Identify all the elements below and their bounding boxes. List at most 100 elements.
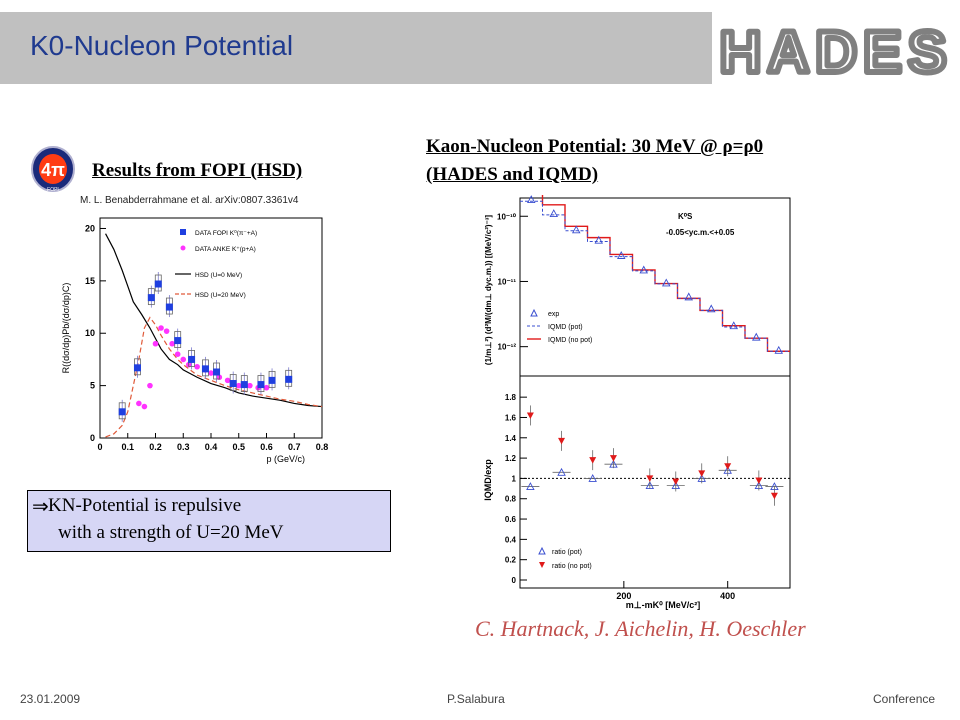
ratio-plot-frame — [519, 375, 791, 589]
legend-label-hsd-u0: HSD (U=0 MeV) — [195, 272, 242, 279]
ratio-nopot-point — [698, 470, 706, 477]
hades-logo-text: HADES — [719, 20, 952, 84]
fopi-anke-point — [136, 400, 142, 407]
fopi-xtick-label: 0.6 — [260, 442, 273, 452]
ratio-nopot-point — [558, 437, 566, 445]
fopi-ylabel: R((dσ/dp)Pb/(dσ/dp)C) — [61, 283, 71, 374]
fopi-anke-point — [247, 382, 253, 389]
fopi-data-point — [154, 280, 162, 288]
fopi-line-hsd-u0 — [105, 233, 323, 408]
fopi-xtick-label: 0 — [97, 442, 102, 452]
fopi-xtick-label: 0.4 — [205, 442, 218, 452]
spectrum-exp-point — [571, 225, 581, 234]
ratio-series-layer: 0 0.2 0.4 0.6 0.8 1 1.2 1.4 1.6 1.8 200 400 ratio (p… — [505, 393, 790, 601]
legend-label-fopi: DATA FOPI K⁰(π⁻+A) — [195, 229, 257, 237]
spectrum-exp-point — [684, 292, 694, 301]
spectrum-line-iqmd-pot — [520, 200, 790, 352]
ratio-nopot-point — [755, 477, 763, 484]
ratio-xtick-label: 400 — [720, 591, 735, 601]
implies-arrow-icon: ⇒ — [32, 496, 49, 518]
fopi-data-point — [174, 337, 182, 345]
fopi-data-point — [213, 368, 221, 376]
fopi-data-point — [133, 364, 141, 372]
legend-label-ratio-pot: ratio (pot) — [552, 549, 582, 556]
legend-marker-ratio-pot — [538, 546, 546, 555]
hades-iqmd-chart: 10⁻¹⁰ 10⁻¹¹ 10⁻¹² exp IQMD (pot) IQMD (no pot… — [483, 195, 791, 610]
ratio-ytick-label: 1 — [512, 474, 517, 483]
ratio-ytick-label: 1.6 — [505, 413, 517, 422]
fopi-data-point — [165, 303, 173, 311]
fopi-ytick-label: 20 — [85, 223, 95, 233]
ratio-ytick-label: 0.2 — [505, 556, 517, 565]
spectrum-exp-point — [774, 345, 784, 354]
fopi-anke-point — [141, 403, 148, 410]
spectrum-ytick-label: 10⁻¹⁰ — [497, 212, 517, 221]
fopi-citation: M. L. Benabderrahmane et al. arXiv:0807.… — [80, 195, 299, 206]
legend-label-iqmd-nopot: IQMD (no pot) — [548, 337, 592, 344]
legend-marker-exp — [530, 308, 538, 317]
spectrum-particle-label: K⁰S — [678, 212, 693, 221]
spectrum-cut-label: -0.05<yc.m.<+0.05 — [666, 228, 735, 237]
spectrum-exp-point — [616, 251, 626, 259]
spectrum-plot-frame — [519, 197, 791, 377]
ratio-nopot-point — [724, 463, 732, 470]
fopi-anke-point — [224, 377, 231, 384]
legend-label-exp: exp — [548, 311, 559, 318]
spectrum-ytick-label: 10⁻¹² — [498, 343, 517, 352]
ratio-pot-point — [526, 482, 535, 490]
fopi-xlabel: p (GeV/c) — [266, 454, 305, 464]
fopi-ratio-chart: 0 0.1 0.2 0.3 0.4 0.5 0.6 0.7 0.8 0 5 10 15 20 DATA F… — [61, 217, 328, 464]
fopi-xtick-label: 0.7 — [288, 442, 301, 452]
legend-marker-fopi — [180, 229, 186, 235]
spectrum-exp-point — [751, 332, 761, 341]
fopi-anke-point — [180, 356, 187, 363]
kn-heading-line2: (HADES and IQMD) — [426, 164, 599, 185]
ratio-pot-point — [645, 481, 655, 489]
fopi-ytick-label: 0 — [90, 433, 95, 443]
legend-label-iqmd-pot: IQMD (pot) — [548, 324, 583, 331]
legend-marker-ratio-nopot — [539, 562, 545, 568]
legend-marker-anke — [180, 245, 186, 251]
fopi-series-layer — [105, 233, 323, 438]
spectrum-exp-point — [526, 195, 536, 204]
fopi-logo: 4π FOPI — [31, 146, 75, 193]
spectrum-exp-point — [639, 265, 649, 274]
legend-label-hsd-u20: HSD (U=20 MeV) — [195, 292, 246, 299]
fopi-anke-point — [194, 363, 200, 370]
fopi-axis-ticks: 0 0.1 0.2 0.3 0.4 0.5 0.6 0.7 0.8 0 5 10 15 20 — [85, 223, 328, 452]
ratio-pot-point — [557, 467, 566, 476]
spectrum-exp-point — [706, 304, 716, 313]
fopi-anke-point — [152, 340, 159, 347]
ratio-pot-point — [588, 473, 597, 482]
fopi-xtick-label: 0.8 — [316, 442, 329, 452]
ratio-nopot-point — [672, 478, 680, 485]
fopi-ytick-label: 10 — [85, 328, 95, 338]
fopi-ytick-label: 5 — [90, 381, 95, 391]
ratio-ytick-label: 1.2 — [505, 454, 517, 463]
ratio-ytick-label: 1.8 — [505, 393, 517, 402]
fopi-data-point — [257, 381, 265, 389]
fopi-anke-point — [174, 351, 181, 357]
fopi-anke-point — [169, 340, 175, 347]
fopi-heading: Results from FOPI (HSD) — [92, 160, 303, 181]
ratio-nopot-point — [589, 457, 597, 464]
ratio-nopot-point — [646, 475, 654, 482]
fopi-data-point — [201, 365, 209, 373]
hades-logo: HADES — [712, 12, 960, 84]
fopi-xtick-label: 0.3 — [177, 442, 190, 452]
conclusion-line1: KN-Potential is repulsive — [48, 495, 242, 516]
fopi-xtick-label: 0.1 — [121, 442, 134, 452]
footer-event: Conference — [873, 692, 936, 706]
slide-title: K0-Nucleon Potential — [30, 30, 294, 61]
fopi-anke-point — [263, 384, 270, 391]
fopi-anke-point — [235, 382, 242, 389]
footer-date: 23.01.2009 — [20, 692, 81, 706]
fopi-xtick-label: 0.5 — [232, 442, 245, 452]
ratio-xlabel: m⊥-mK⁰ [MeV/c²] — [626, 600, 700, 610]
fopi-legend: DATA FOPI K⁰(π⁻+A) DATA ANKE K⁺(p+A) HSD (… — [175, 229, 257, 299]
fopi-data-point — [118, 408, 126, 416]
fopi-anke-point — [163, 328, 170, 334]
spectrum-ytick-label: 10⁻¹¹ — [498, 277, 517, 286]
fopi-data-point — [229, 380, 237, 388]
fopi-ytick-label: 15 — [85, 276, 95, 286]
